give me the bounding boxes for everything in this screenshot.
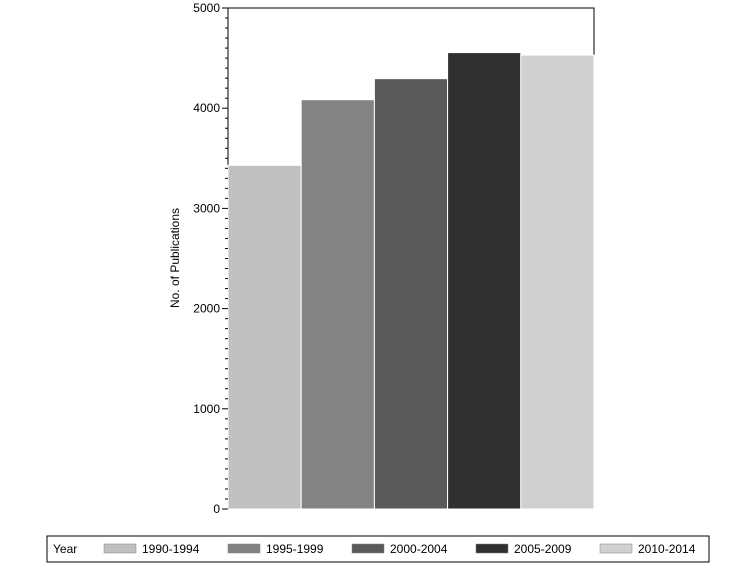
y-tick-label: 0 <box>213 502 220 516</box>
legend-label-2005-2009: 2005-2009 <box>514 542 572 556</box>
legend-label-1995-1999: 1995-1999 <box>266 542 324 556</box>
legend-swatch-1995-1999 <box>227 543 261 554</box>
y-tick-label: 2000 <box>193 302 220 316</box>
bar-2010-2014 <box>520 54 595 510</box>
legend-title: Year <box>53 542 77 556</box>
bar-1990-1994 <box>227 164 302 510</box>
legend-label-2000-2004: 2000-2004 <box>390 542 448 556</box>
legend: 1990-1994 1995-1999 2000-2004 2005-2009 2010… <box>103 542 696 556</box>
y-tick-label: 1000 <box>193 402 220 416</box>
y-axis-title: No. of Publications <box>168 208 182 308</box>
bar-2000-2004 <box>373 78 449 510</box>
bar-2005-2009 <box>447 52 522 510</box>
legend-label-2010-2014: 2010-2014 <box>638 542 696 556</box>
legend-swatch-2005-2009 <box>475 543 509 554</box>
y-axis: 0 1000 2000 3000 4000 5000 <box>193 1 228 516</box>
legend-swatch-2010-2014 <box>599 543 633 554</box>
y-tick-label: 4000 <box>193 101 220 115</box>
legend-label-1990-1994: 1990-1994 <box>142 542 200 556</box>
legend-swatch-1990-1994 <box>103 543 137 554</box>
bars-group <box>227 52 595 510</box>
bar-1995-1999 <box>300 99 375 510</box>
y-tick-label: 5000 <box>193 1 220 15</box>
y-tick-label: 3000 <box>193 201 220 215</box>
legend-swatch-2000-2004 <box>351 543 385 554</box>
